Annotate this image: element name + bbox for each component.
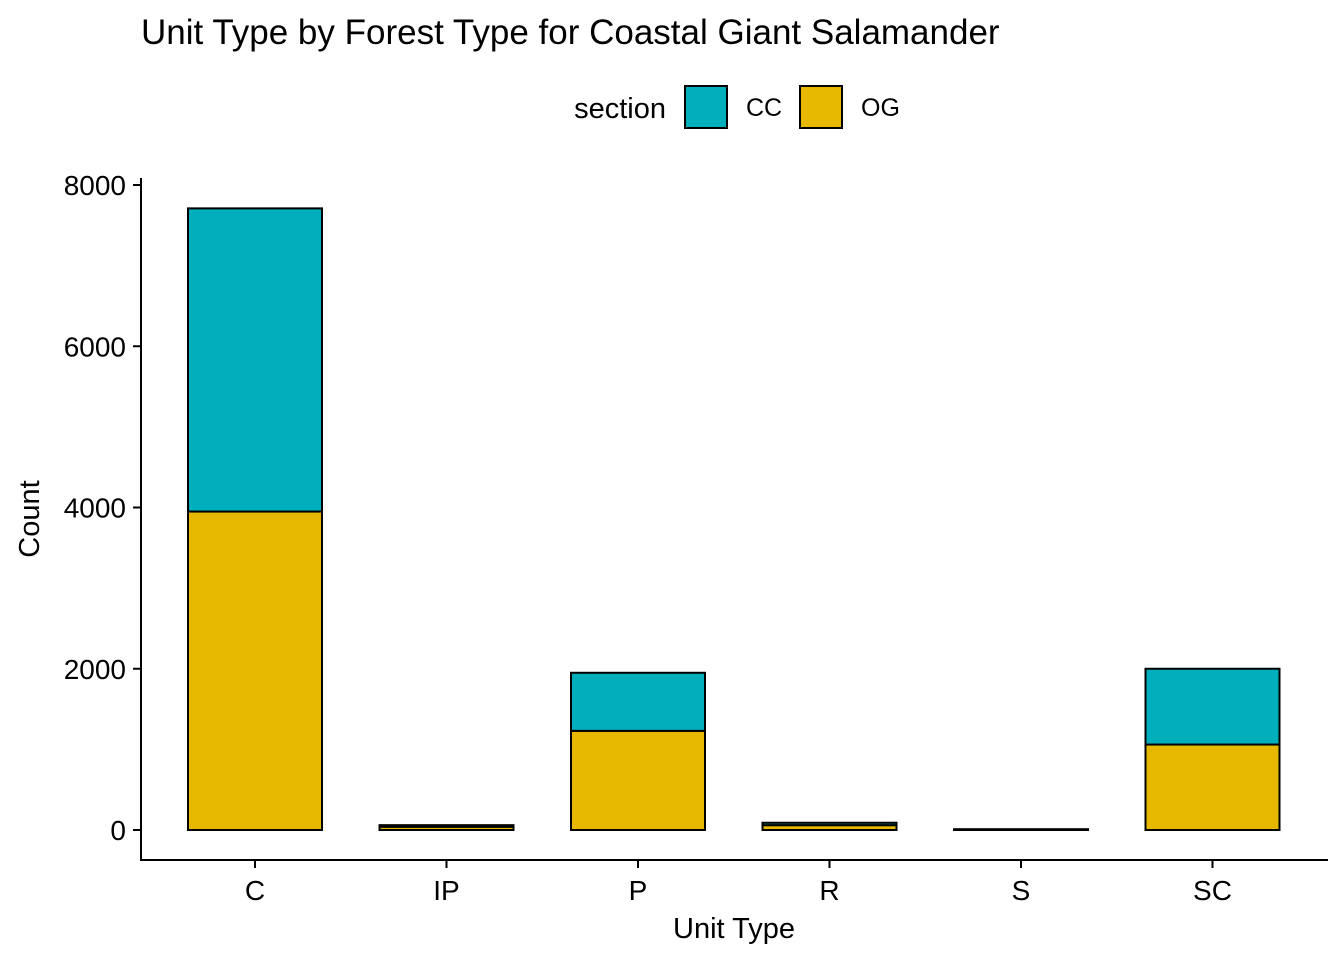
plot-area: 0 2000 4000 6000 8000 C IP P R S SC [64,170,1328,906]
y-tick-label: 2000 [64,654,126,685]
legend-label-og: OG [861,94,900,122]
y-tick-label: 0 [110,815,126,846]
y-tick-label: 4000 [64,493,126,524]
chart-title: Unit Type by Forest Type for Coastal Gia… [141,13,1000,52]
x-tick-label-c: C [245,875,265,906]
legend-entries: CC OG [685,86,900,128]
x-axis-ticks: C IP P R S SC [245,860,1232,906]
x-tick-label-sc: SC [1193,875,1232,906]
y-axis-title: Count [14,480,46,557]
x-axis-title: Unit Type [673,913,795,945]
bars [188,208,1280,830]
x-tick-label-r: R [819,875,839,906]
y-tick-label: 6000 [64,331,126,362]
legend-label-cc: CC [746,94,782,122]
bar-r-cc [763,823,897,825]
x-tick-label-ip: IP [433,875,459,906]
legend-key-og [800,86,842,128]
bar-ip-cc [380,825,514,827]
x-tick-label-s: S [1012,875,1031,906]
y-tick-label: 8000 [64,170,126,201]
legend-key-cc [685,86,727,128]
legend: section CC OG [574,86,900,128]
bar-p-og [571,731,705,830]
y-axis-ticks: 0 2000 4000 6000 8000 [64,170,141,846]
x-tick-label-p: P [629,875,648,906]
bar-sc-cc [1146,669,1280,745]
legend-title: section [574,93,666,125]
bar-p-cc [571,673,705,731]
bar-sc-og [1146,745,1280,830]
bar-c-og [188,512,322,830]
bar-c-cc [188,208,322,511]
